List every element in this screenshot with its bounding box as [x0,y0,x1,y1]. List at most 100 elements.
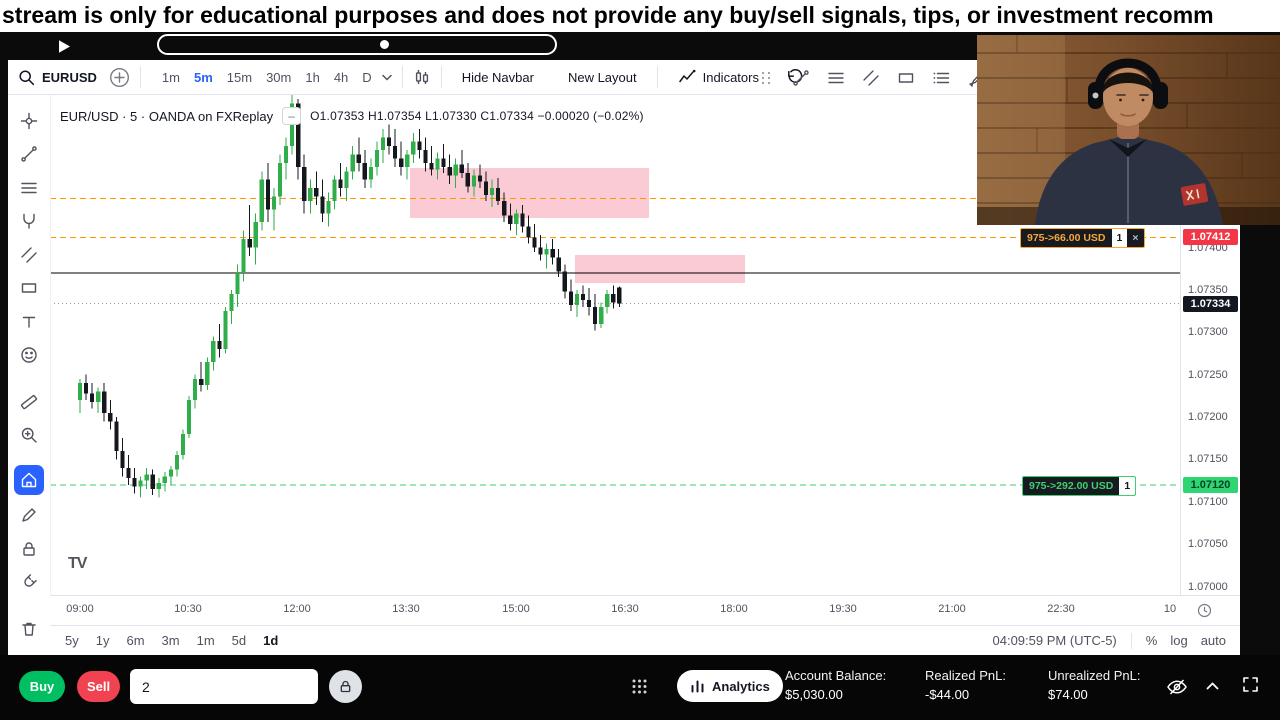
price-tick: 1.07050 [1188,538,1228,550]
lock-quantity-button[interactable] [329,670,362,703]
indicators-label: Indicators [703,70,759,85]
timezone-clock-icon[interactable] [1197,603,1212,618]
indicators-button[interactable]: Indicators [668,68,769,86]
drag-handle-icon[interactable] [757,69,775,87]
parallel-channel-icon [20,246,38,264]
timeframe-5m[interactable]: 5m [187,66,220,89]
lock-all-tool[interactable] [8,532,50,565]
range-5y[interactable]: 5y [65,633,79,648]
scale-buttons: % logauto [1146,633,1226,648]
fullscreen-button[interactable] [1242,676,1259,693]
crosshair-icon [20,112,38,130]
range-1m[interactable]: 1m [197,633,215,648]
analytics-button[interactable]: Analytics [677,670,783,702]
range-1y[interactable]: 1y [96,633,110,648]
range-3m[interactable]: 3m [162,633,180,648]
measure-tool[interactable] [8,385,50,418]
position-pnl-label: 975->66.00 USD [1021,232,1112,244]
scale-auto-button[interactable]: auto [1201,633,1226,648]
time-axis[interactable]: 09:0010:3012:0013:3015:0016:3018:0019:30… [50,595,1180,626]
streamer-video [977,35,1280,225]
collapse-panel-button[interactable] [1205,679,1220,694]
timeframe-30m[interactable]: 30m [259,66,298,89]
magnet-icon [20,573,38,591]
pitchfork-tool[interactable] [8,205,50,238]
position-qty: 1 [1112,229,1128,247]
divider [402,66,403,88]
stat-label: Unrealized PnL: [1048,668,1141,683]
hide-panel-button[interactable] [1166,676,1188,698]
time-tick: 18:00 [720,603,748,615]
quantity-input[interactable] [130,669,318,704]
divider [1131,633,1132,649]
position-chip[interactable]: 975->66.00 USD1× [1020,228,1145,248]
rectangle-shortcut-icon[interactable] [897,69,915,87]
range-1d[interactable]: 1d [263,633,278,648]
timeframe-D[interactable]: D [355,66,378,89]
time-tick: 13:30 [392,603,420,615]
hide-navbar-button[interactable]: Hide Navbar [452,70,544,85]
divider [657,66,658,88]
crosshair-tool[interactable] [8,104,50,137]
chevron-down-icon[interactable] [382,74,392,81]
timeframe-1m[interactable]: 1m [155,66,187,89]
indicators-icon [678,68,697,86]
chevron-up-icon [1205,679,1220,694]
timeframe-4h[interactable]: 4h [327,66,355,89]
home-tool[interactable] [14,465,44,495]
legend-collapse-button[interactable]: – [282,107,301,125]
new-layout-button[interactable]: New Layout [558,70,647,85]
search-icon[interactable] [18,69,35,86]
progress-knob[interactable] [380,40,389,49]
buy-button[interactable]: Buy [19,671,65,702]
price-label-1.07334: 1.07334 [1183,296,1238,312]
time-tick: 10 [1164,603,1176,615]
position-close-icon[interactable]: × [1127,232,1143,244]
draw-icon [20,506,38,524]
range-5d[interactable]: 5d [232,633,246,648]
tradingview-logo[interactable]: TV [68,555,86,573]
horizontal-lines-tool[interactable] [8,171,50,204]
position-chip[interactable]: 975->292.00 USD1 [1022,476,1136,496]
price-tick: 1.07100 [1188,496,1228,508]
symbol-button[interactable]: EURUSD [42,70,97,85]
emoji-tool[interactable] [8,339,50,372]
magnet-tool[interactable] [8,566,50,599]
eye-off-icon [1166,676,1188,698]
price-tick: 1.07300 [1188,326,1228,338]
text-icon [20,313,38,331]
timezone-corner [1180,595,1240,625]
trend-line-shortcut-icon[interactable] [792,69,810,87]
session-clock[interactable]: 04:09:59 PM (UTC-5) [993,633,1117,648]
add-symbol-icon[interactable] [109,67,130,88]
remove-all-icon [20,620,38,638]
trend-line-tool[interactable] [8,138,50,171]
range-6m[interactable]: 6m [126,633,144,648]
lock-icon [338,679,353,694]
apps-grid-button[interactable] [631,678,648,695]
candle-style-icon[interactable] [413,68,431,86]
scale-%-button[interactable]: % [1146,633,1158,648]
parallel-channel-tool[interactable] [8,238,50,271]
horizontal-lines-icon [20,179,38,197]
scale-log-button[interactable]: log [1170,633,1187,648]
grid-dots-icon [631,678,648,695]
disclaimer-text: stream is only for educational purposes … [2,2,1214,28]
parallel-channel-shortcut-icon[interactable] [862,69,880,87]
zoom-in-tool[interactable] [8,419,50,452]
fib-retracement-shortcut-icon[interactable] [827,69,845,87]
text-tool[interactable] [8,305,50,338]
object-list-icon[interactable] [932,69,950,87]
price-label-1.07412: 1.07412 [1183,229,1238,245]
remove-all-tool[interactable] [8,612,50,645]
play-icon[interactable] [58,39,71,54]
stream-progress-bar[interactable] [157,34,557,55]
stat-realized-pnl: Realized PnL:-$44.00 [925,668,1006,702]
draw-tool[interactable] [8,499,50,532]
timeframe-15m[interactable]: 15m [220,66,259,89]
rectangle-tool[interactable] [8,272,50,305]
price-tick: 1.07250 [1188,369,1228,381]
timeframe-1h[interactable]: 1h [298,66,326,89]
chart-footer: 5y 1y 6m 3m 1m 5d 1d 04:09:59 PM (UTC-5) % loga… [50,625,1240,655]
sell-button[interactable]: Sell [77,671,120,702]
